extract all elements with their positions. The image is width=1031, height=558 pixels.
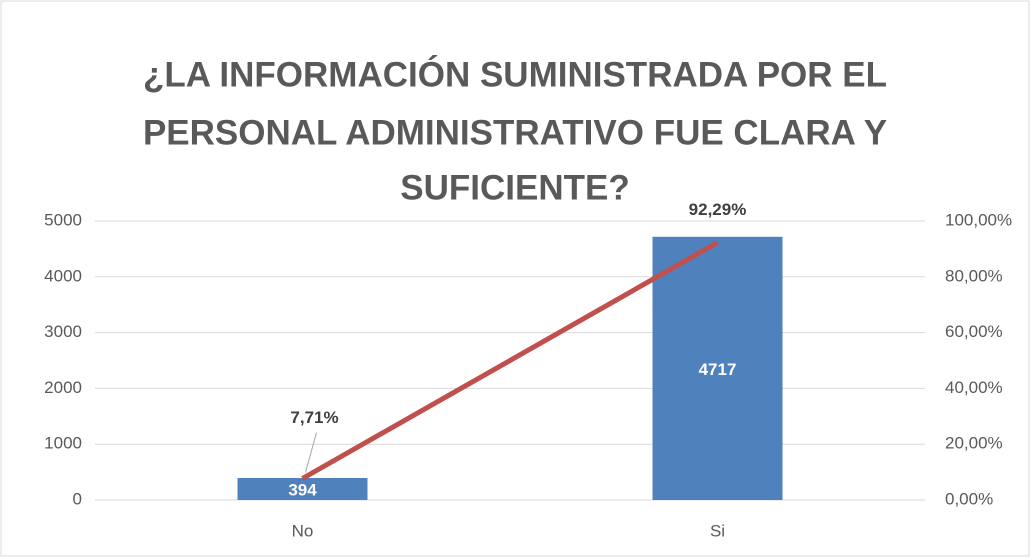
y2-tick-label: 40,00% <box>945 378 1003 397</box>
y-tick-label: 3000 <box>44 322 82 341</box>
chart-title: PERSONAL ADMINISTRATIVO FUE CLARA Y <box>143 113 887 152</box>
y2-tick-label: 20,00% <box>945 434 1003 453</box>
label-leader <box>305 432 317 473</box>
y2-tick-label: 80,00% <box>945 266 1003 285</box>
line-value-label: 92,29% <box>689 200 747 219</box>
x-tick-label: Si <box>710 521 725 540</box>
y-tick-label: 1000 <box>44 434 82 453</box>
y2-tick-label: 100,00% <box>945 210 1012 229</box>
bar <box>652 236 783 501</box>
chart-title: ¿LA INFORMACIÓN SUMINISTRADA POR EL <box>143 54 887 94</box>
y2-tick-label: 60,00% <box>945 322 1003 341</box>
chart-title: SUFICIENTE? <box>400 168 629 207</box>
line-value-label: 7,71% <box>290 408 338 427</box>
bar <box>237 478 368 500</box>
line-series <box>301 240 719 481</box>
y-tick-label: 5000 <box>44 210 82 229</box>
y2-tick-label: 0,00% <box>945 489 993 508</box>
x-tick-label: No <box>292 521 314 540</box>
bar-value-label: 394 <box>288 480 317 499</box>
y-tick-label: 0 <box>73 489 82 508</box>
y-tick-label: 4000 <box>44 266 82 285</box>
bar-value-label: 4717 <box>699 360 737 379</box>
y-tick-label: 2000 <box>44 378 82 397</box>
